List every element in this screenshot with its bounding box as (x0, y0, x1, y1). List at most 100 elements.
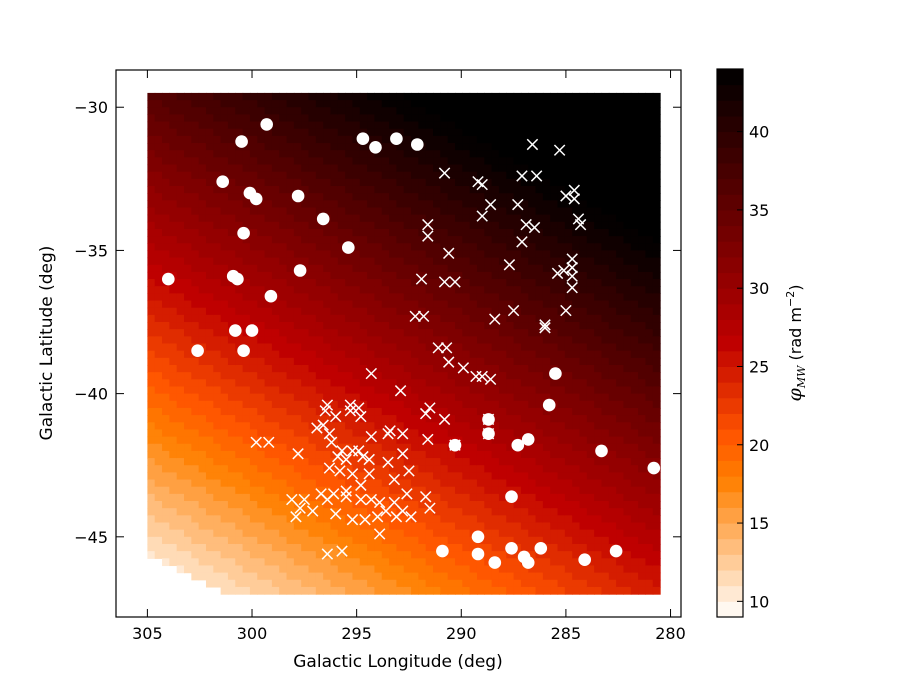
field-cell (586, 529, 595, 538)
field-cell (425, 407, 434, 416)
field-cell (484, 357, 493, 366)
field-cell (301, 214, 310, 223)
field-cell (550, 300, 559, 309)
field-cell (418, 322, 427, 330)
field-cell (579, 250, 588, 259)
x-marker (292, 448, 304, 460)
field-cell (154, 515, 163, 524)
field-cell (594, 257, 603, 266)
field-cell (572, 508, 581, 516)
field-cell (337, 357, 346, 366)
field-cell (227, 350, 236, 359)
field-cell (433, 135, 441, 144)
field-cell (469, 543, 478, 552)
field-cell (652, 415, 661, 423)
field-cell (550, 579, 559, 588)
field-cell (550, 493, 559, 502)
field-cell (645, 450, 654, 459)
field-cell (652, 157, 661, 166)
field-cell (286, 200, 295, 209)
field-cell (594, 300, 603, 309)
field-cell (557, 508, 566, 516)
field-cell (345, 386, 354, 395)
field-cell (572, 121, 581, 130)
field-cell (433, 536, 441, 545)
field-cell (462, 143, 471, 151)
x-marker (503, 259, 516, 271)
field-cell (330, 357, 339, 366)
field-cell (286, 551, 295, 559)
field-cell (286, 422, 295, 431)
field-cell (608, 536, 617, 545)
field-cell (345, 92, 354, 101)
field-cell (220, 350, 229, 359)
field-cell (396, 458, 405, 466)
field-cell (586, 515, 595, 524)
field-cell (154, 336, 163, 345)
x-marker (355, 479, 367, 491)
field-cell (301, 486, 310, 495)
field-cell (198, 415, 207, 423)
x-marker (263, 436, 275, 449)
field-cell (594, 586, 603, 595)
field-cell (315, 558, 324, 567)
field-cell (315, 314, 324, 323)
field-cell (264, 472, 273, 481)
field-cell (542, 228, 551, 237)
field-cell (425, 100, 434, 108)
field-cell (235, 515, 244, 524)
field-cell (418, 286, 427, 294)
field-cell (557, 250, 566, 259)
field-cell (506, 572, 515, 581)
field-cell (235, 429, 244, 438)
field-cell (381, 250, 390, 259)
field-cell (455, 193, 463, 201)
field-cell (147, 422, 156, 431)
field-cell (147, 372, 156, 380)
field-cell (374, 286, 383, 294)
field-cell (476, 250, 485, 259)
field-cell (630, 164, 639, 173)
field-cell (184, 343, 192, 352)
circle-marker (342, 241, 355, 254)
field-cell (147, 164, 156, 173)
field-cell (330, 250, 339, 259)
field-cell (579, 422, 588, 431)
field-cell (191, 465, 200, 473)
field-cell (154, 150, 163, 158)
field-cell (594, 501, 603, 509)
field-cell (557, 107, 566, 115)
field-cell (455, 364, 463, 373)
field-cell (264, 193, 273, 201)
field-cell (315, 200, 324, 209)
field-cell (389, 300, 397, 309)
field-cell (176, 343, 185, 352)
field-cell (418, 314, 427, 323)
field-cell (506, 329, 515, 337)
field-cell (367, 157, 376, 166)
field-cell (301, 558, 310, 567)
field-cell (330, 458, 339, 466)
field-cell (513, 178, 522, 187)
field-cell (147, 279, 156, 287)
field-cell (271, 572, 280, 581)
field-cell (469, 372, 478, 380)
field-cell (484, 515, 493, 524)
field-cell (191, 364, 200, 373)
field-cell (645, 350, 654, 359)
field-cell (308, 114, 317, 123)
field-cell (491, 200, 500, 209)
field-cell (623, 458, 632, 466)
field-cell (469, 92, 478, 101)
field-cell (462, 443, 471, 452)
field-cell (484, 479, 493, 488)
field-cell (425, 314, 434, 323)
field-cell (381, 121, 390, 130)
x-marker (566, 270, 578, 282)
field-cell (220, 221, 229, 230)
field-cell (542, 357, 551, 366)
field-cell (205, 171, 214, 180)
field-cell (652, 164, 661, 173)
field-cell (645, 200, 654, 209)
field-cell (462, 178, 471, 187)
